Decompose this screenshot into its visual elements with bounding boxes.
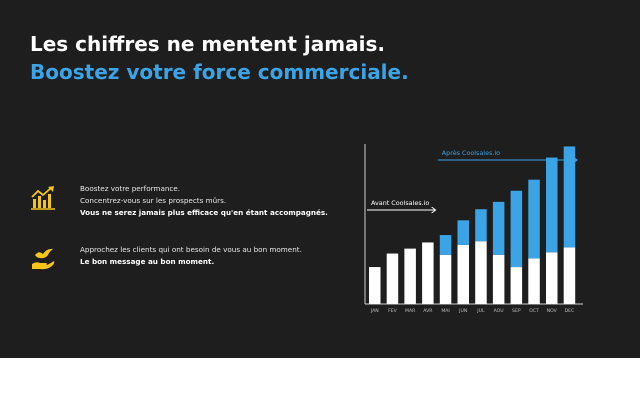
bar-base-dec (563, 247, 576, 304)
x-tick-label: NOV (547, 308, 558, 314)
annotation-arrow-head (572, 156, 578, 164)
feature-line: Boostez votre performance. (80, 184, 181, 193)
annotation-label: Avant Coolsales.io (371, 199, 429, 207)
feature-performance-text: Boostez votre performance. Concentrez-vo… (80, 183, 328, 219)
bar-base-jul (475, 241, 487, 304)
bar-base-jan (369, 267, 381, 304)
x-tick-label: MAR (405, 308, 416, 314)
hero-panel: Les chiffres ne mentent jamais. Boostez … (0, 0, 640, 358)
bar-increment-aou (492, 201, 505, 255)
feature-line: Concentrez-vous sur les prospects mûrs. (80, 196, 227, 205)
bar-base-mai (439, 254, 452, 304)
x-tick-label: DEC (565, 308, 575, 314)
bar-increment-oct (528, 179, 540, 259)
x-tick-label: JUL (476, 308, 485, 314)
x-tick-label: JAN (370, 308, 379, 314)
headline-line-2: Boostez votre force commerciale. (30, 60, 409, 84)
x-tick-label: FEV (388, 308, 398, 314)
x-tick-label: JUN (458, 308, 467, 314)
feature-line: Approchez les clients qui ont besoin de … (80, 245, 302, 254)
bar-increment-mai (439, 235, 452, 255)
bar-base-sep (510, 267, 523, 304)
bar-base-nov (546, 252, 558, 304)
feature-performance: Boostez votre performance. Concentrez-vo… (30, 183, 328, 219)
bar-increment-sep (510, 190, 523, 268)
bar-increment-jul (475, 209, 487, 242)
x-tick-label: AVR (423, 308, 433, 314)
bar-base-aou (492, 254, 505, 304)
headline: Les chiffres ne mentent jamais. Boostez … (30, 30, 409, 86)
bar-base-avr (422, 242, 434, 304)
bar-base-jun (457, 244, 469, 304)
x-tick-label: OCT (529, 308, 539, 314)
bar-base-oct (528, 258, 540, 304)
annotation-label: Après Coolsales.io (442, 149, 500, 157)
headline-line-1: Les chiffres ne mentent jamais. (30, 32, 385, 56)
x-tick-label: AOU (494, 308, 504, 314)
x-tick-label: MAI (441, 308, 449, 314)
feature-bold-line: Vous ne serez jamais plus efficace qu'en… (80, 208, 328, 217)
feature-timing: Approchez les clients qui ont besoin de … (30, 244, 302, 272)
bird-hand-icon (32, 248, 55, 270)
feature-timing-text: Approchez les clients qui ont besoin de … (80, 244, 302, 268)
feature-bold-line: Le bon message au bon moment. (80, 257, 215, 266)
sales-bar-chart: JAN FEV MAR AVR MAI JUN JUL AOU SEP OCT NOV DEC Ava… (364, 144, 583, 314)
annotation-arrow-head (431, 206, 437, 214)
bar-increment-nov (546, 157, 558, 253)
bar-increment-jun (457, 220, 469, 245)
bar-base-fev (386, 253, 399, 304)
bar-increment-dec (563, 146, 576, 248)
bar-base-mar (404, 248, 416, 304)
x-tick-label: SEP (512, 308, 521, 314)
growth-chart-icon (31, 186, 55, 210)
